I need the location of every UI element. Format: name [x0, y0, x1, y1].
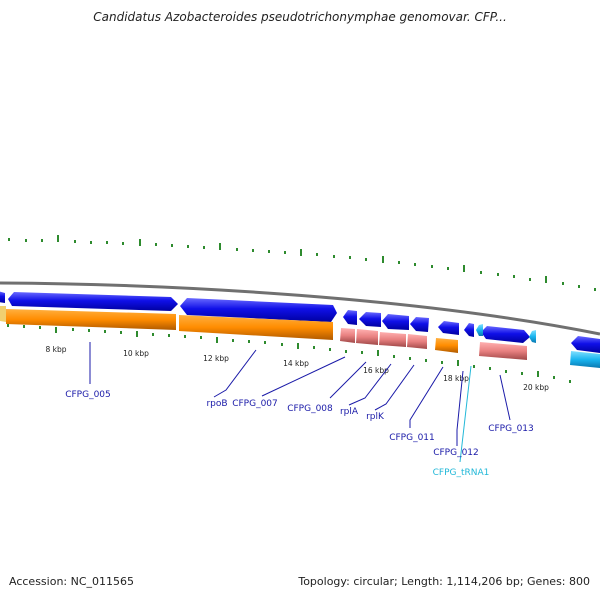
- rrna-block: [479, 342, 527, 360]
- scale-label: 18 kbp: [443, 374, 469, 383]
- cds-block: [6, 309, 176, 330]
- gene-arrow: [481, 326, 530, 343]
- gene-label: rplA: [340, 407, 359, 417]
- trna-arrow: [570, 351, 600, 368]
- gene-labels[interactable]: CFPG_005 rpoB CFPG_007 CFPG_008 rplA rpl…: [65, 390, 534, 478]
- gene-arrow: [180, 298, 337, 322]
- gene-label: rplK: [366, 412, 385, 422]
- cds-block: [0, 306, 6, 322]
- rrna-block: [356, 329, 378, 345]
- gene-label: CFPG_005: [65, 390, 111, 400]
- trna-arrow: [476, 324, 483, 336]
- topology-summary: Topology: circular; Length: 1,114,206 bp…: [298, 575, 590, 588]
- gene-label: CFPG_008: [287, 404, 333, 414]
- gene-arrow: [382, 314, 409, 330]
- inner-tick-track: [7, 324, 571, 383]
- gene-label: rpoB: [206, 399, 227, 409]
- rrna-block: [407, 334, 427, 349]
- genome-backbone: [0, 281, 600, 336]
- gene-arrow: [571, 336, 600, 353]
- cds-block: [435, 338, 458, 353]
- cds-track[interactable]: [0, 306, 458, 353]
- gene-arrow: [438, 321, 459, 335]
- map-title: Candidatus Azobacteroides pseudotrichony…: [93, 10, 507, 24]
- accession-text: Accession: NC_011565: [9, 575, 135, 588]
- scale-label: 16 kbp: [363, 366, 389, 375]
- scale-labels: 8 kbp 10 kbp 12 kbp 14 kbp 16 kbp 18 kbp…: [45, 345, 549, 392]
- gene-arrow: [343, 310, 357, 325]
- trna-label: CFPG_tRNA1: [433, 468, 490, 478]
- gene-arrow: [359, 312, 381, 327]
- trna-features[interactable]: [476, 324, 600, 368]
- gene-label: CFPG_011: [389, 433, 435, 443]
- cds-block: [179, 315, 333, 340]
- gene-label: CFPG_013: [488, 424, 534, 434]
- gene-arrow: [410, 317, 429, 332]
- rrna-block: [340, 328, 355, 343]
- gene-arrow: [0, 291, 5, 303]
- forward-strand-genes[interactable]: [0, 291, 600, 353]
- gene-label: CFPG_012: [433, 448, 479, 458]
- leader-lines: [89, 342, 511, 446]
- scale-label: 12 kbp: [203, 354, 229, 363]
- scale-label: 8 kbp: [45, 345, 66, 354]
- gene-label: CFPG_007: [232, 399, 278, 409]
- gene-arrow: [464, 323, 474, 337]
- outer-tick-track: [8, 235, 596, 291]
- rrna-block: [379, 332, 406, 347]
- trna-arrow: [529, 330, 536, 343]
- trna-leader-line: [459, 365, 472, 463]
- gene-arrow: [8, 292, 178, 311]
- rrna-track[interactable]: [340, 328, 527, 360]
- scale-label: 20 kbp: [523, 383, 549, 392]
- scale-label: 14 kbp: [283, 359, 309, 368]
- scale-label: 10 kbp: [123, 349, 149, 358]
